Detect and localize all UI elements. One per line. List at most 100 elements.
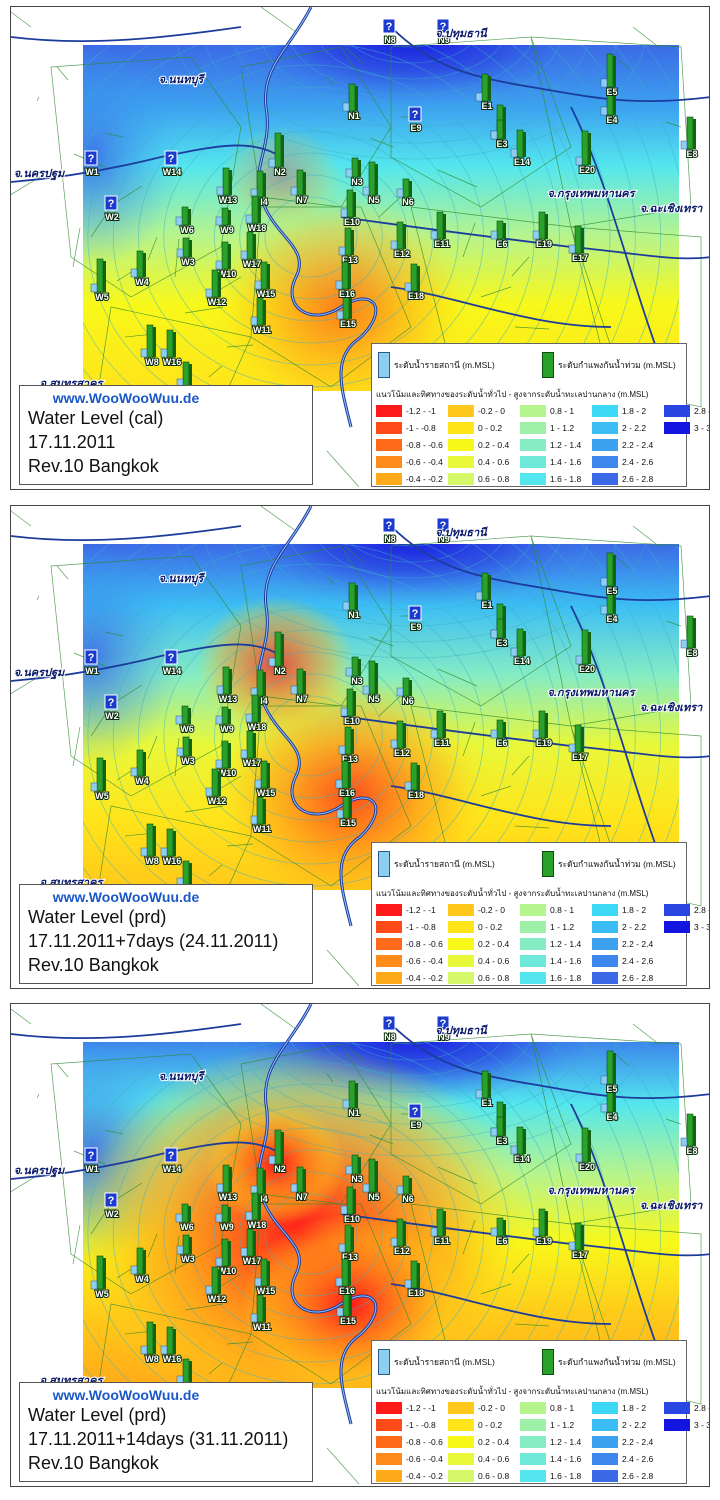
station-e9[interactable]: ? E9 — [408, 106, 423, 134]
station-e11[interactable]: E11 — [430, 211, 451, 250]
site-link[interactable]: www.WooWooWuu.de — [52, 1387, 200, 1403]
station-e5[interactable]: E5 — [600, 552, 619, 597]
station-e8[interactable]: E8 — [680, 615, 699, 659]
station-e6[interactable]: E6 — [490, 1217, 509, 1247]
station-e6[interactable]: E6 — [490, 719, 509, 749]
station-w3[interactable]: W3 — [176, 736, 196, 767]
station-w8[interactable]: W8 — [140, 324, 160, 368]
station-e11[interactable]: E11 — [430, 710, 451, 749]
station-w4[interactable]: W4 — [130, 1247, 150, 1285]
station-w5[interactable]: W5 — [90, 757, 110, 802]
station-n3[interactable]: N3 — [345, 656, 364, 687]
station-e16[interactable]: E16 — [335, 261, 356, 300]
station-n3[interactable]: N3 — [345, 1154, 364, 1185]
station-e9[interactable]: ? E9 — [408, 605, 423, 633]
station-w15[interactable]: W15 — [254, 760, 276, 799]
station-e16[interactable]: E16 — [335, 1258, 356, 1297]
station-e14[interactable]: E14 — [510, 129, 531, 168]
station-w2[interactable]: ? W2 — [104, 1192, 120, 1220]
station-w13[interactable]: W13 — [216, 666, 238, 705]
station-w11[interactable]: W11 — [250, 796, 272, 835]
station-e20[interactable]: E20 — [575, 629, 596, 675]
station-n9[interactable]: ? N9 — [436, 517, 451, 545]
station-n2[interactable]: N2 — [268, 132, 287, 178]
station-w9[interactable]: W9 — [215, 1204, 235, 1233]
station-w12[interactable]: W12 — [205, 768, 227, 807]
station-n8[interactable]: ? N8 — [382, 1015, 397, 1043]
station-w2[interactable]: ? W2 — [104, 195, 120, 223]
station-w5[interactable]: W5 — [90, 258, 110, 303]
station-n7[interactable]: N7 — [290, 668, 309, 705]
station-e8[interactable]: E8 — [680, 116, 699, 160]
station-n6[interactable]: N6 — [396, 178, 415, 208]
station-w18[interactable]: W18 — [245, 1192, 267, 1231]
station-e12[interactable]: E12 — [390, 1218, 411, 1257]
station-e5[interactable]: E5 — [600, 1050, 619, 1095]
station-e10[interactable]: E10 — [340, 189, 361, 228]
station-e4[interactable]: E4 — [600, 1085, 619, 1123]
station-e4[interactable]: E4 — [600, 587, 619, 625]
station-w14[interactable]: ? W14 — [162, 649, 182, 677]
station-e8[interactable]: E8 — [680, 1113, 699, 1157]
site-link[interactable]: www.WooWooWuu.de — [52, 390, 200, 406]
station-w6[interactable]: W6 — [175, 705, 195, 735]
station-e3[interactable]: E3 — [490, 119, 509, 150]
station-e14[interactable]: E14 — [510, 628, 531, 667]
station-e1[interactable]: E1 — [475, 572, 494, 611]
station-e18[interactable]: E18 — [404, 1260, 425, 1299]
station-n9[interactable]: ? N9 — [436, 18, 451, 46]
station-e9[interactable]: ? E9 — [408, 1103, 423, 1131]
station-e19[interactable]: E19 — [532, 1208, 553, 1247]
station-w9[interactable]: W9 — [215, 207, 235, 236]
station-w13[interactable]: W13 — [216, 1164, 238, 1203]
station-e19[interactable]: E19 — [532, 710, 553, 749]
station-e5[interactable]: E5 — [600, 53, 619, 98]
station-n7[interactable]: N7 — [290, 169, 309, 206]
station-w1[interactable]: ? W1 — [84, 1147, 100, 1175]
station-e20[interactable]: E20 — [575, 1127, 596, 1173]
station-w17[interactable]: W17 — [240, 1228, 262, 1267]
station-n8[interactable]: ? N8 — [382, 18, 397, 46]
station-w16[interactable]: W16 — [160, 1326, 182, 1365]
station-w10[interactable]: W10 — [215, 740, 237, 779]
station-e14[interactable]: E14 — [510, 1126, 531, 1165]
station-w4[interactable]: W4 — [130, 250, 150, 288]
station-w10[interactable]: W10 — [215, 1238, 237, 1277]
station-w3[interactable]: W3 — [176, 1234, 196, 1265]
station-w10[interactable]: W10 — [215, 241, 237, 280]
station-n6[interactable]: N6 — [396, 1175, 415, 1205]
station-w8[interactable]: W8 — [140, 1321, 160, 1365]
station-e20[interactable]: E20 — [575, 130, 596, 176]
station-n6[interactable]: N6 — [396, 677, 415, 707]
station-w13[interactable]: W13 — [216, 167, 238, 206]
station-n5[interactable]: N5 — [362, 1158, 381, 1203]
station-e18[interactable]: E18 — [404, 762, 425, 801]
station-e11[interactable]: E11 — [430, 1208, 451, 1247]
station-e15[interactable]: E15 — [336, 291, 357, 330]
station-w11[interactable]: W11 — [250, 1294, 272, 1333]
station-e1[interactable]: E1 — [475, 73, 494, 112]
station-w3[interactable]: W3 — [176, 237, 196, 268]
station-w11[interactable]: W11 — [250, 297, 272, 336]
station-n1[interactable]: N1 — [342, 83, 361, 122]
station-w17[interactable]: W17 — [240, 231, 262, 270]
station-w5[interactable]: W5 — [90, 1255, 110, 1300]
station-n2[interactable]: N2 — [268, 1129, 287, 1175]
station-w14[interactable]: ? W14 — [162, 1147, 182, 1175]
station-w12[interactable]: W12 — [205, 269, 227, 308]
station-w16[interactable]: W16 — [160, 828, 182, 867]
station-n9[interactable]: ? N9 — [436, 1015, 451, 1043]
station-e17[interactable]: E17 — [568, 225, 589, 264]
station-n3[interactable]: N3 — [345, 157, 364, 188]
station-w14[interactable]: ? W14 — [162, 150, 182, 178]
station-w18[interactable]: W18 — [245, 195, 267, 234]
station-w18[interactable]: W18 — [245, 694, 267, 733]
station-n2[interactable]: N2 — [268, 631, 287, 677]
station-w6[interactable]: W6 — [175, 1203, 195, 1233]
station-e16[interactable]: E16 — [335, 760, 356, 799]
station-w6[interactable]: W6 — [175, 206, 195, 236]
station-n1[interactable]: N1 — [342, 1080, 361, 1119]
station-e12[interactable]: E12 — [390, 221, 411, 260]
station-n8[interactable]: ? N8 — [382, 517, 397, 545]
station-w2[interactable]: ? W2 — [104, 694, 120, 722]
